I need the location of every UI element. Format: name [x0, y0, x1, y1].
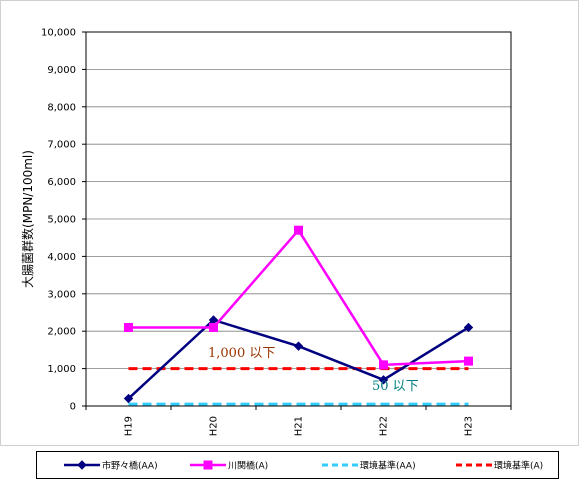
- y-tick-label: 3,000: [47, 289, 76, 300]
- legend-item: 市野々橋(AA): [64, 460, 158, 472]
- y-tick-label: 0: [70, 402, 76, 413]
- data-point: [209, 322, 218, 332]
- y-tick-label: 8,000: [47, 102, 76, 113]
- legend-label: 市野々橋(AA): [102, 460, 158, 472]
- legend-item: 環境基準(AA): [322, 460, 416, 472]
- data-point: [463, 322, 474, 333]
- series-1: [124, 225, 473, 370]
- y-tick-label: 7,000: [47, 140, 76, 151]
- y-tick-label: 9,000: [47, 65, 76, 76]
- x-tick-label: H20: [209, 416, 220, 436]
- legend-label: 環境基準(A): [494, 460, 543, 472]
- data-point: [293, 341, 304, 351]
- annotation-label: 50 以下: [372, 379, 419, 394]
- data-point: [123, 393, 134, 404]
- y-tick-label: 4,000: [47, 252, 76, 263]
- y-tick-label: 6,000: [47, 177, 76, 188]
- legend-item: 川関橋(A): [190, 460, 268, 472]
- y-axis-title: 大腸菌群数(MPN/100ml): [20, 150, 35, 288]
- y-tick-label: 1,000: [47, 364, 76, 375]
- y-tick-label: 2,000: [47, 327, 76, 338]
- x-tick-label: H19: [124, 416, 135, 436]
- legend-item: 環境基準(A): [456, 460, 543, 472]
- x-tick-label: H21: [294, 416, 305, 436]
- data-point: [379, 360, 388, 370]
- legend-label: 川関橋(A): [228, 460, 268, 472]
- annotation-label: 1,000 以下: [208, 346, 275, 361]
- data-point: [378, 375, 389, 385]
- chart-area-border: [0, 0, 579, 446]
- y-tick-label: 5,000: [47, 215, 76, 226]
- legend-marker: [77, 460, 87, 470]
- data-point: [294, 225, 303, 235]
- y-tick-label: 10,000: [41, 28, 76, 39]
- x-tick-label: H22: [379, 416, 390, 436]
- legend-marker: [203, 460, 213, 470]
- legend-label: 環境基準(AA): [360, 460, 416, 472]
- data-point: [464, 356, 473, 366]
- data-point: [124, 322, 133, 332]
- x-tick-label: H23: [464, 416, 475, 436]
